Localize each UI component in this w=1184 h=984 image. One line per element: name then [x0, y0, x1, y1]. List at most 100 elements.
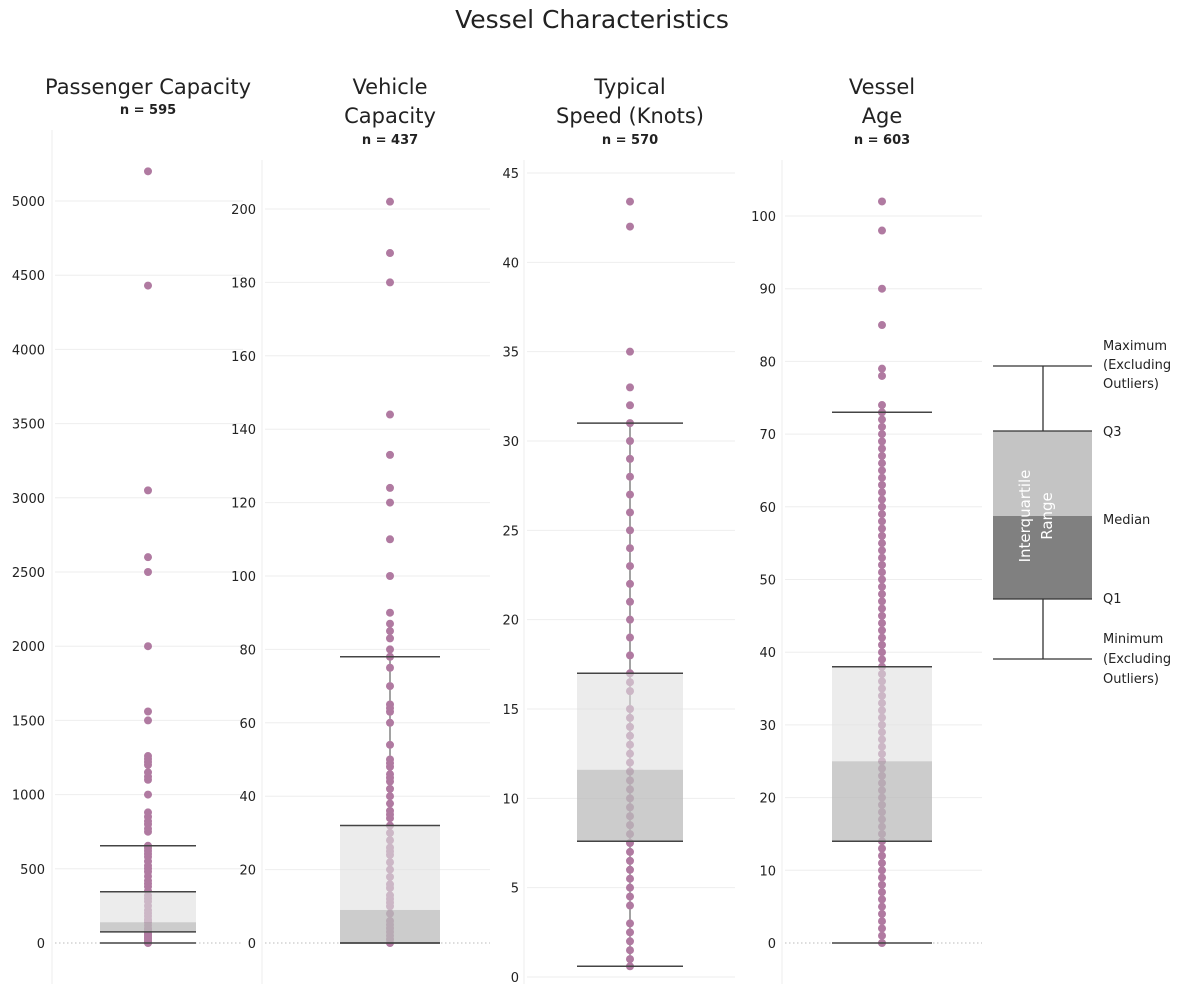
y-tick-label: 5 [511, 882, 519, 897]
data-point [878, 488, 886, 497]
box-lower [577, 769, 683, 842]
box-upper [100, 891, 196, 923]
y-tick-label: 40 [759, 646, 776, 661]
data-point [144, 486, 152, 495]
data-point [386, 792, 394, 801]
y-tick-label: 80 [239, 643, 256, 658]
y-tick-label: 0 [511, 971, 519, 984]
data-point [626, 919, 634, 928]
data-point [626, 544, 634, 553]
data-point [626, 946, 634, 955]
panel-2: Vehicle Capacity n = 437 0 20 40 60 80 100 120 140… [231, 75, 490, 984]
y-tick-label: 25 [502, 524, 519, 539]
panel-n-label: n = 570 [602, 133, 658, 148]
data-point [386, 627, 394, 636]
data-point [144, 568, 152, 576]
data-point [878, 626, 886, 635]
data-point [626, 955, 634, 964]
legend-q1-label: Q1 [1103, 592, 1122, 607]
data-point [878, 924, 886, 933]
data-point [144, 790, 152, 799]
panel-title: Vehicle [352, 75, 427, 99]
y-tick-label: 50 [759, 574, 776, 589]
y-tick-label: 60 [759, 501, 776, 516]
data-point [626, 508, 634, 517]
data-point [626, 651, 634, 660]
data-point [878, 502, 886, 511]
data-point [626, 937, 634, 946]
y-tick-label: 180 [231, 276, 256, 291]
legend-min-label-1: Minimum [1103, 632, 1163, 647]
data-point [386, 740, 394, 749]
data-point [878, 909, 886, 918]
panel-n-label: n = 437 [362, 133, 418, 148]
data-point [878, 590, 886, 599]
data-point [878, 401, 886, 410]
data-point [144, 553, 152, 562]
data-point [144, 768, 152, 777]
data-point [878, 582, 886, 591]
y-tick-label: 4000 [12, 343, 45, 358]
data-point [386, 498, 394, 507]
data-point [878, 510, 886, 519]
data-point [878, 560, 886, 569]
data-point [626, 222, 634, 231]
y-tick-label: 90 [759, 283, 776, 298]
data-point [878, 422, 886, 431]
data-point [878, 575, 886, 584]
data-point [386, 608, 394, 617]
data-point [386, 278, 394, 287]
data-point [386, 755, 394, 764]
y-tick-label: 40 [502, 256, 519, 271]
data-point [626, 383, 634, 392]
data-point [878, 539, 886, 548]
data-point [878, 495, 886, 504]
data-point [626, 437, 634, 445]
data-point [878, 640, 886, 649]
y-tick-label: 20 [759, 792, 776, 807]
data-point [626, 883, 634, 892]
y-tick-label: 100 [751, 210, 776, 225]
panel-title: Vessel [849, 75, 915, 99]
data-point [144, 716, 152, 725]
data-point [878, 415, 886, 424]
data-point [878, 648, 886, 657]
panel-title: Capacity [344, 104, 436, 128]
data-point [626, 197, 634, 206]
data-point [386, 682, 394, 691]
data-point [878, 473, 886, 482]
y-tick-label: 60 [239, 717, 256, 732]
panel-title: Age [862, 104, 903, 128]
y-tick-label: 15 [502, 703, 519, 718]
panel-3: Typical Speed (Knots) n = 570 0 5 10 15 20 25 30 3… [502, 75, 735, 984]
legend-max-label-2: (Excluding [1103, 358, 1171, 373]
data-point [386, 718, 394, 727]
y-tick-label: 1000 [12, 789, 45, 804]
data-point [878, 321, 886, 330]
data-point [878, 604, 886, 613]
data-point [878, 480, 886, 489]
y-tick-label: 3500 [12, 418, 45, 433]
data-point [386, 806, 394, 815]
data-point [878, 851, 886, 860]
data-point [386, 634, 394, 643]
legend-q3-label: Q3 [1103, 425, 1122, 440]
data-point [878, 633, 886, 642]
data-point [878, 880, 886, 889]
y-tick-label: 70 [759, 428, 776, 443]
legend-max-label-1: Maximum [1103, 339, 1167, 354]
data-point [626, 865, 634, 874]
data-point [878, 888, 886, 897]
legend-lower-box [993, 516, 1092, 599]
panel-1: Passenger Capacity n = 595 0 500 1000 1500 200… [12, 75, 251, 984]
data-point [144, 808, 152, 817]
data-point [144, 167, 152, 176]
data-point [626, 874, 634, 883]
y-tick-label: 160 [231, 350, 256, 365]
data-point [878, 371, 886, 380]
data-point [386, 197, 394, 206]
data-point [878, 568, 886, 577]
box-lower [100, 922, 196, 932]
data-point [386, 663, 394, 672]
